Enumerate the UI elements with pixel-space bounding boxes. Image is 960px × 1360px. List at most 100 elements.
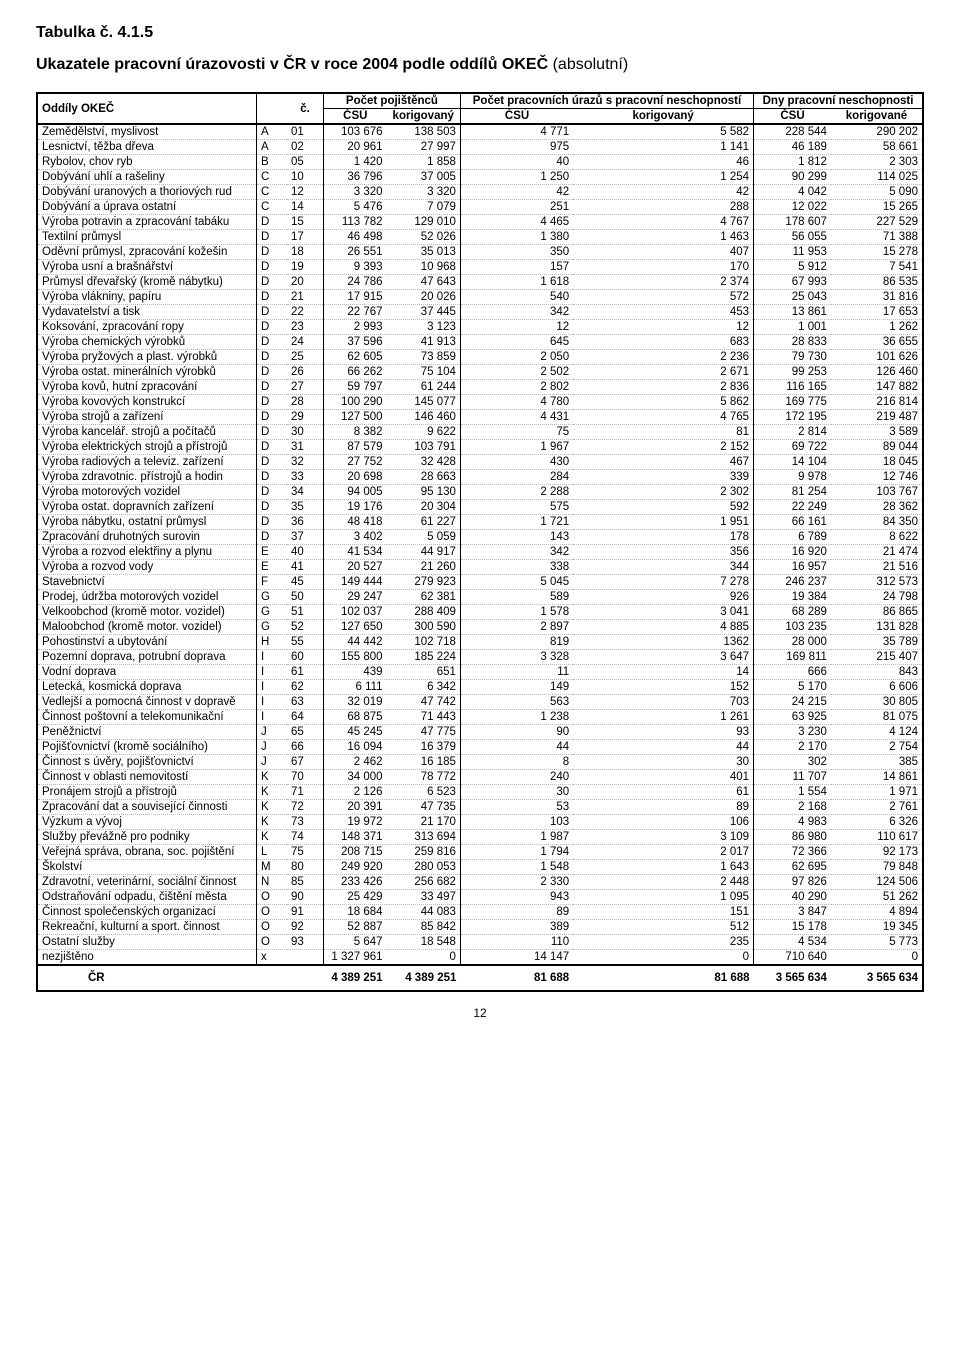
- row-val-csu3: 4 042: [754, 185, 831, 200]
- row-val-kor3: 5 773: [831, 935, 923, 950]
- row-val-kor1: 44 083: [387, 905, 461, 920]
- col-header-blank: [257, 93, 288, 124]
- row-section: D: [257, 350, 288, 365]
- row-val-kor1: 259 816: [387, 845, 461, 860]
- row-val-csu2: 251: [460, 200, 573, 215]
- row-val-csu3: 11 707: [754, 770, 831, 785]
- row-val-csu1: 20 527: [324, 560, 387, 575]
- row-val-csu2: 1 987: [460, 830, 573, 845]
- row-val-csu3: 90 299: [754, 170, 831, 185]
- row-section: D: [257, 485, 288, 500]
- row-code: 90: [287, 890, 324, 905]
- row-val-kor2: 4 765: [573, 410, 753, 425]
- row-val-csu2: 2 330: [460, 875, 573, 890]
- row-val-kor3: 15 278: [831, 245, 923, 260]
- row-name: Pohostinství a ubytování: [37, 635, 257, 650]
- col-sub-csu-2: ČSÚ: [460, 109, 573, 125]
- row-val-kor3: 14 861: [831, 770, 923, 785]
- row-val-csu1: 2 462: [324, 755, 387, 770]
- row-val-csu3: 97 826: [754, 875, 831, 890]
- row-val-kor2: 14: [573, 665, 753, 680]
- row-section: M: [257, 860, 288, 875]
- row-val-csu2: 1 578: [460, 605, 573, 620]
- row-val-kor1: 33 497: [387, 890, 461, 905]
- row-val-csu2: 342: [460, 305, 573, 320]
- row-name: Výroba usní a brašnářství: [37, 260, 257, 275]
- row-val-csu3: 24 215: [754, 695, 831, 710]
- row-name: Velkoobchod (kromě motor. vozidel): [37, 605, 257, 620]
- row-name: Dobývání uranových a thoriových rud: [37, 185, 257, 200]
- table-row: Výroba ostat. minerálních výrobkůD2666 2…: [37, 365, 923, 380]
- row-section: C: [257, 200, 288, 215]
- row-section: D: [257, 515, 288, 530]
- row-val-csu3: 69 722: [754, 440, 831, 455]
- table-row: Vydavatelství a tiskD2222 76737 44534245…: [37, 305, 923, 320]
- row-name: Výroba strojů a zařízení: [37, 410, 257, 425]
- row-val-csu3: 710 640: [754, 950, 831, 966]
- row-val-csu3: 22 249: [754, 500, 831, 515]
- row-val-kor1: 71 443: [387, 710, 461, 725]
- row-val-csu1: 18 684: [324, 905, 387, 920]
- row-name: Pojišťovnictví (kromě sociálního): [37, 740, 257, 755]
- row-val-kor2: 2 236: [573, 350, 753, 365]
- row-code: 63: [287, 695, 324, 710]
- row-val-csu2: 240: [460, 770, 573, 785]
- row-section: D: [257, 230, 288, 245]
- row-val-csu2: 1 967: [460, 440, 573, 455]
- row-val-csu1: 46 498: [324, 230, 387, 245]
- row-val-kor1: 73 859: [387, 350, 461, 365]
- row-name: Ostatní služby: [37, 935, 257, 950]
- row-val-kor2: 44: [573, 740, 753, 755]
- row-val-csu3: 3 847: [754, 905, 831, 920]
- row-code: 66: [287, 740, 324, 755]
- table-row: Lesnictví, těžba dřevaA0220 96127 997975…: [37, 140, 923, 155]
- row-val-csu3: 28 833: [754, 335, 831, 350]
- row-val-kor2: 93: [573, 725, 753, 740]
- row-val-kor3: 58 661: [831, 140, 923, 155]
- row-code: 15: [287, 215, 324, 230]
- row-section: O: [257, 905, 288, 920]
- row-code: 34: [287, 485, 324, 500]
- row-code: 61: [287, 665, 324, 680]
- row-val-csu2: 1 380: [460, 230, 573, 245]
- row-val-csu1: 19 972: [324, 815, 387, 830]
- row-code: 93: [287, 935, 324, 950]
- row-val-kor1: 32 428: [387, 455, 461, 470]
- row-val-kor2: 89: [573, 800, 753, 815]
- row-section: K: [257, 770, 288, 785]
- row-name: Činnost s úvěry, pojišťovnictví: [37, 755, 257, 770]
- table-row: Zdravotní, veterinární, sociální činnost…: [37, 875, 923, 890]
- table-row: Dobývání a úprava ostatníC145 4767 07925…: [37, 200, 923, 215]
- row-name: Výroba kovových konstrukcí: [37, 395, 257, 410]
- row-val-csu3: 25 043: [754, 290, 831, 305]
- col-group-urazu: Počet pracovních úrazů s pracovní nescho…: [460, 93, 753, 109]
- row-name: Činnost poštovní a telekomunikační: [37, 710, 257, 725]
- page-number: 12: [36, 1006, 924, 1020]
- row-val-kor2: 4 767: [573, 215, 753, 230]
- table-row: Pojišťovnictví (kromě sociálního)J6616 0…: [37, 740, 923, 755]
- row-val-csu3: 86 980: [754, 830, 831, 845]
- row-val-csu1: 17 915: [324, 290, 387, 305]
- row-val-kor2: 5 862: [573, 395, 753, 410]
- row-name: Výroba ostat. minerálních výrobků: [37, 365, 257, 380]
- table-row: Výroba chemických výrobkůD2437 59641 913…: [37, 335, 923, 350]
- row-val-csu1: 22 767: [324, 305, 387, 320]
- row-val-csu3: 116 165: [754, 380, 831, 395]
- row-val-kor2: 1 254: [573, 170, 753, 185]
- row-val-csu3: 4 983: [754, 815, 831, 830]
- row-val-kor1: 3 123: [387, 320, 461, 335]
- row-val-kor2: 3 041: [573, 605, 753, 620]
- row-val-kor1: 41 913: [387, 335, 461, 350]
- row-name: Průmysl dřevařský (kromě nábytku): [37, 275, 257, 290]
- row-val-csu2: 575: [460, 500, 573, 515]
- row-code: 31: [287, 440, 324, 455]
- row-val-csu2: 4 431: [460, 410, 573, 425]
- row-val-kor3: 36 655: [831, 335, 923, 350]
- row-name: Zpracování druhotných surovin: [37, 530, 257, 545]
- table-row: Ostatní službyO935 64718 5481102354 5345…: [37, 935, 923, 950]
- table-row: Vodní dopravaI614396511114666843: [37, 665, 923, 680]
- row-val-kor1: 145 077: [387, 395, 461, 410]
- row-code: 91: [287, 905, 324, 920]
- table-row: Výroba usní a brašnářstvíD199 39310 9681…: [37, 260, 923, 275]
- row-val-kor1: 44 917: [387, 545, 461, 560]
